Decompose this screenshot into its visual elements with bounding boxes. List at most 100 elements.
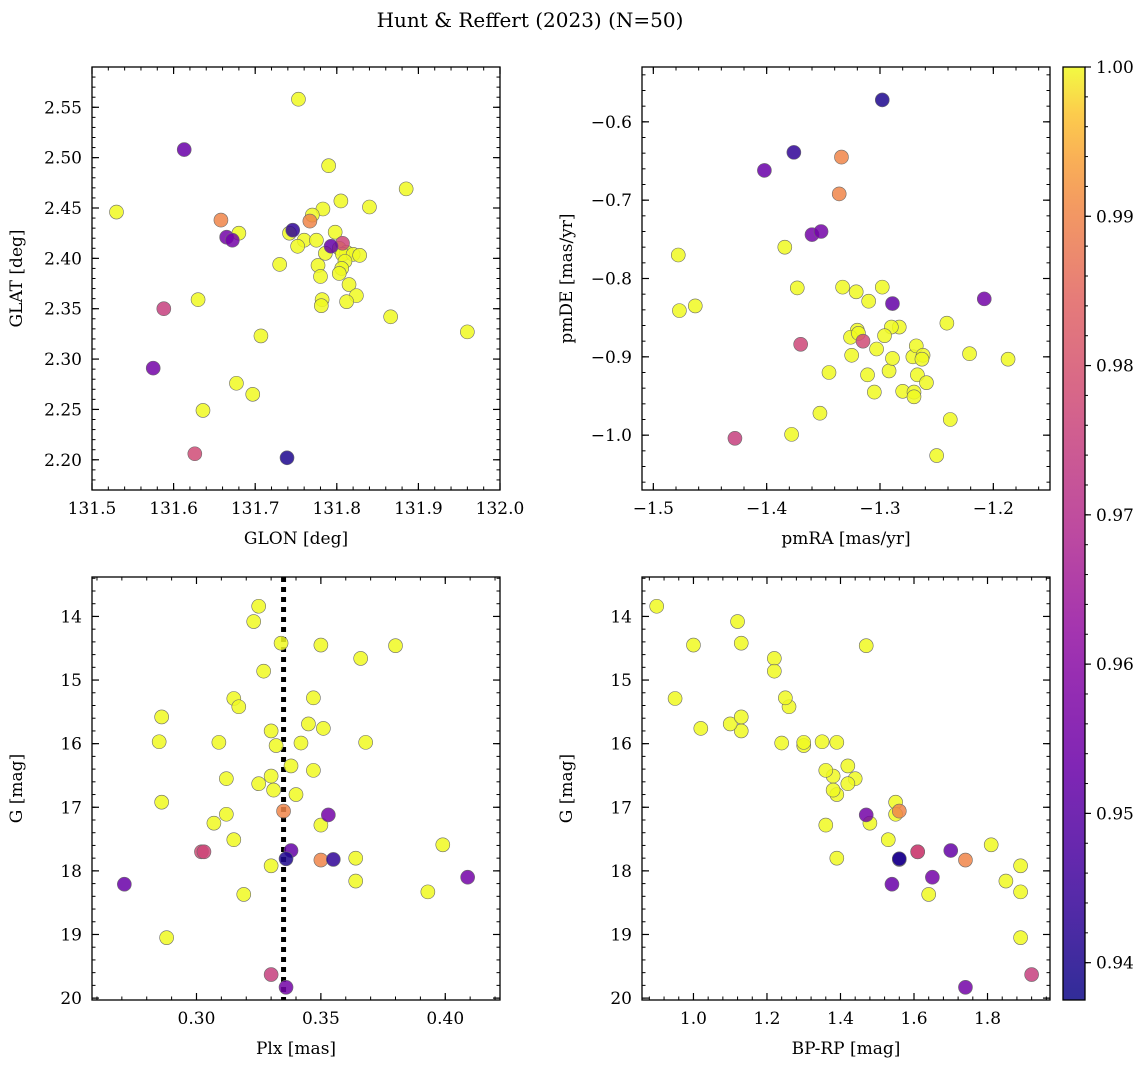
colorbar-gradient <box>1062 66 1086 1001</box>
data-point <box>229 375 244 391</box>
colorbar: 0.94 0.95 0.96 0.97 0.98 0.99 1.00 <box>1062 58 1134 1001</box>
data-point <box>348 850 364 866</box>
x-tick-label: −1.2 <box>973 499 1014 519</box>
data-point <box>309 232 324 248</box>
data-point <box>435 837 451 853</box>
data-point <box>829 850 845 866</box>
data-point <box>877 328 892 343</box>
plot-area <box>649 598 1039 995</box>
data-point <box>333 193 349 209</box>
y-axis-label: pmDE [mas/yr] <box>557 213 577 343</box>
data-point <box>860 367 875 383</box>
data-point <box>195 403 211 418</box>
data-point <box>154 794 169 810</box>
data-point <box>670 247 686 263</box>
colorbar-tick-label: 0.95 <box>1096 804 1134 824</box>
y-tick-label: 18 <box>60 862 82 882</box>
y-tick-label: 18 <box>610 862 632 882</box>
data-point <box>420 884 436 900</box>
x-tick-label: −1.4 <box>746 499 787 519</box>
data-point <box>825 782 841 798</box>
data-point <box>321 807 336 823</box>
x-tick-label: 1.0 <box>680 1009 707 1029</box>
data-point <box>231 699 247 715</box>
data-point <box>109 204 124 220</box>
data-point <box>835 279 850 295</box>
data-point <box>891 851 907 867</box>
data-point <box>649 598 665 614</box>
y-tick-label: 17 <box>610 798 632 818</box>
data-point <box>293 735 309 751</box>
data-point <box>958 979 973 995</box>
y-tick-label: 16 <box>60 735 82 755</box>
x-tick-label: 1.8 <box>974 1009 1001 1029</box>
y-tick-label: −0.7 <box>591 191 632 211</box>
y-tick-label: 16 <box>610 735 632 755</box>
data-point <box>1024 967 1039 982</box>
data-point <box>273 635 289 651</box>
data-point <box>226 832 242 848</box>
data-point <box>906 389 922 405</box>
data-point <box>290 238 305 254</box>
data-point <box>831 186 847 202</box>
data-point <box>962 346 977 362</box>
data-point <box>812 405 828 421</box>
y-axis-label: GLAT [deg] <box>7 229 27 327</box>
data-point <box>1000 351 1016 367</box>
data-point <box>306 690 321 706</box>
data-point <box>925 869 940 885</box>
x-axis-label: pmRA [mas/yr] <box>781 529 910 549</box>
data-point <box>313 269 328 284</box>
data-point <box>253 328 269 344</box>
x-tick-label: 1.4 <box>827 1009 854 1029</box>
y-tick-label: 2.45 <box>44 199 82 219</box>
y-tick-label: 2.20 <box>44 451 82 471</box>
data-point <box>796 735 812 750</box>
data-point <box>778 690 793 706</box>
y-tick-label: 2.35 <box>44 300 82 320</box>
y-tick-label: 2.55 <box>44 98 82 118</box>
data-point <box>921 887 937 902</box>
data-point <box>998 873 1014 889</box>
data-point <box>891 803 907 819</box>
data-point <box>818 763 834 778</box>
data-point <box>958 852 973 868</box>
data-point <box>1013 884 1028 900</box>
plot-area <box>117 577 475 1000</box>
y-tick-label: 2.50 <box>44 149 82 169</box>
data-point <box>279 450 295 466</box>
y-tick-label: 14 <box>60 607 82 627</box>
x-tick-label: 0.40 <box>426 1009 464 1029</box>
data-point <box>353 651 368 666</box>
data-point <box>331 266 347 281</box>
panel-proper-motion: −1.5 −1.4 −1.3 −1.2 −1.0 −0.9 −0.8 −0.7 −0.6 pmRA… <box>557 66 1051 549</box>
data-point <box>283 758 299 774</box>
data-point <box>767 651 782 666</box>
data-point <box>327 224 343 240</box>
data-point <box>159 930 174 945</box>
data-point <box>156 301 172 317</box>
panel-parallax-magnitude: 0.30 0.35 0.40 14 15 16 17 18 19 20 Plx [mas] G [ma… <box>7 576 501 1059</box>
x-tick-label: 0.30 <box>178 1009 216 1029</box>
x-axis-label: BP-RP [mag] <box>792 1039 901 1059</box>
colorbar-tick-label: 0.94 <box>1096 954 1134 974</box>
data-point <box>213 212 229 228</box>
data-point <box>1013 858 1028 874</box>
y-tick-label: 20 <box>610 989 632 1009</box>
data-point <box>323 238 339 254</box>
data-point <box>767 663 782 679</box>
data-point <box>885 296 900 311</box>
x-tick-label: 131.7 <box>231 499 280 519</box>
axes-frame <box>91 66 501 491</box>
panel-color-magnitude: 1.0 1.2 1.4 1.6 1.8 14 15 16 17 18 19 20 BP-RP [mag]… <box>557 576 1051 1059</box>
data-point <box>1013 930 1028 945</box>
data-point <box>383 309 398 325</box>
data-point <box>910 844 925 860</box>
data-point <box>263 858 279 874</box>
data-point <box>834 149 849 165</box>
data-point <box>246 614 262 629</box>
data-point <box>272 257 287 272</box>
data-point <box>263 967 279 982</box>
y-tick-label: 15 <box>60 671 82 691</box>
data-point <box>288 787 304 802</box>
